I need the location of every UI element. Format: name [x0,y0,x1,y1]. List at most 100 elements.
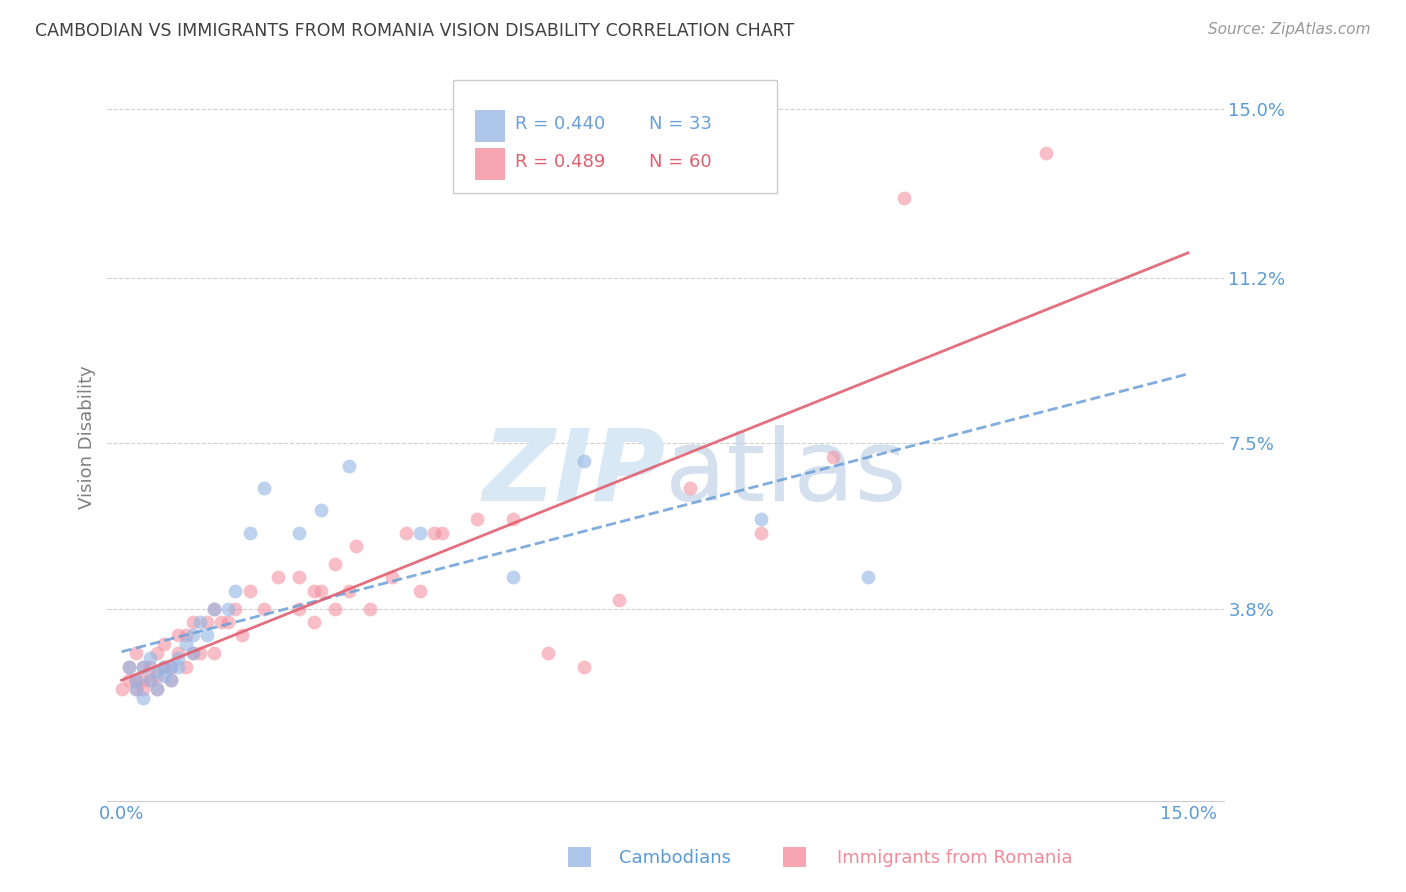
Point [607,592,630,607]
Point [118,659,141,673]
Point [174,659,197,673]
Point [146,681,169,696]
Point [125,681,148,696]
Text: N = 33: N = 33 [648,115,711,133]
Point [132,659,155,673]
Point [125,646,148,660]
Point [821,450,844,464]
Point [181,615,204,629]
Text: Immigrants from Romania: Immigrants from Romania [837,849,1071,867]
Point [323,601,346,615]
Point [139,650,162,665]
Point [224,583,246,598]
Text: atlas: atlas [665,425,907,522]
Point [572,659,595,673]
Point [132,673,155,687]
Point [409,583,432,598]
Point [167,628,190,642]
Point [167,659,190,673]
Point [153,668,176,682]
Point [132,659,155,673]
Point [146,681,169,696]
Point [181,646,204,660]
Point [195,615,218,629]
Point [239,583,262,598]
Point [153,659,176,673]
Point [893,191,915,205]
Point [181,628,204,642]
Point [751,512,773,526]
Point [188,615,211,629]
Point [146,664,169,678]
Point [174,637,197,651]
Point [160,659,183,673]
Text: Source: ZipAtlas.com: Source: ZipAtlas.com [1208,22,1371,37]
Point [288,570,311,584]
Point [132,681,155,696]
Point [118,673,141,687]
Point [1035,146,1057,161]
Point [302,615,325,629]
Text: R = 0.440: R = 0.440 [515,115,605,133]
Y-axis label: Vision Disability: Vision Disability [79,365,96,508]
Point [153,637,176,651]
Text: ZIP: ZIP [482,425,665,522]
Point [125,673,148,687]
Point [751,525,773,540]
Point [572,454,595,468]
Point [110,681,132,696]
FancyBboxPatch shape [475,148,505,180]
Point [253,481,276,495]
Point [202,601,225,615]
Point [132,690,155,705]
Point [195,628,218,642]
Point [288,601,311,615]
Point [309,503,332,517]
Point [423,525,446,540]
Point [288,525,311,540]
Point [337,458,360,473]
Point [125,673,148,687]
Point [302,583,325,598]
Point [253,601,276,615]
Text: R = 0.489: R = 0.489 [515,153,605,170]
Point [139,673,162,687]
Point [167,650,190,665]
Text: Cambodians: Cambodians [619,849,731,867]
Point [224,601,246,615]
Text: CAMBODIAN VS IMMIGRANTS FROM ROMANIA VISION DISABILITY CORRELATION CHART: CAMBODIAN VS IMMIGRANTS FROM ROMANIA VIS… [35,22,794,40]
Point [231,628,253,642]
Point [309,583,332,598]
Point [337,583,360,598]
Point [202,646,225,660]
Point [174,628,197,642]
Point [856,570,879,584]
Point [239,525,262,540]
Point [181,646,204,660]
FancyBboxPatch shape [475,110,505,142]
Point [188,646,211,660]
Point [160,673,183,687]
Point [139,673,162,687]
Point [146,668,169,682]
Point [125,681,148,696]
Point [409,525,432,540]
Point [502,570,524,584]
Point [217,615,239,629]
Point [502,512,524,526]
Point [323,557,346,571]
Point [395,525,418,540]
Point [160,659,183,673]
Point [359,601,381,615]
Point [537,646,560,660]
Point [344,539,367,553]
Point [202,601,225,615]
FancyBboxPatch shape [453,80,778,193]
Point [209,615,232,629]
Text: N = 60: N = 60 [648,153,711,170]
Point [167,646,190,660]
Point [217,601,239,615]
Point [679,481,702,495]
Point [267,570,290,584]
Point [153,659,176,673]
